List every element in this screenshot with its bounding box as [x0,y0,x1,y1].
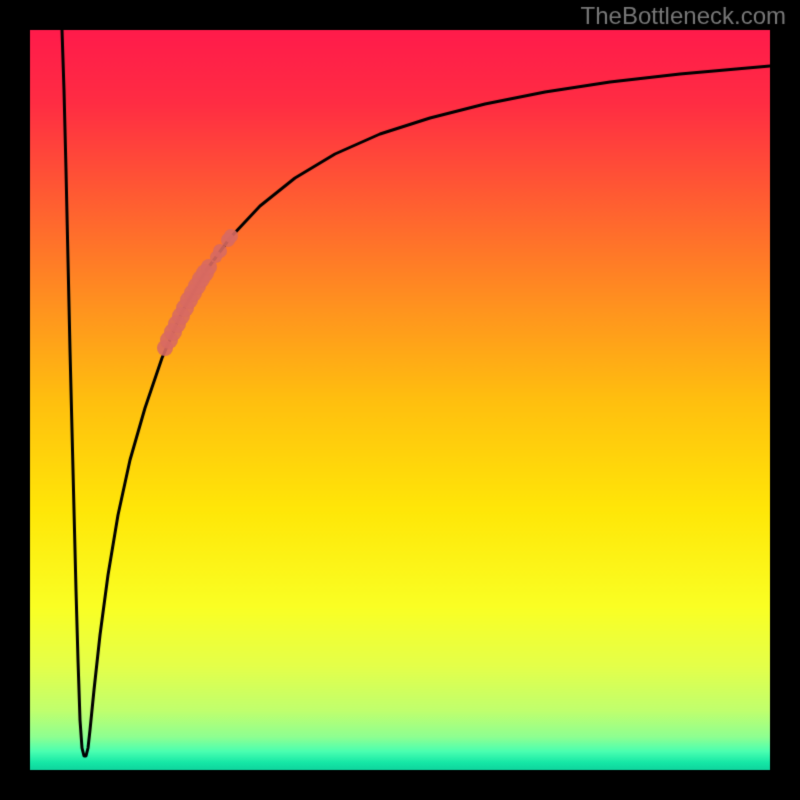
bottleneck-chart [0,0,800,800]
